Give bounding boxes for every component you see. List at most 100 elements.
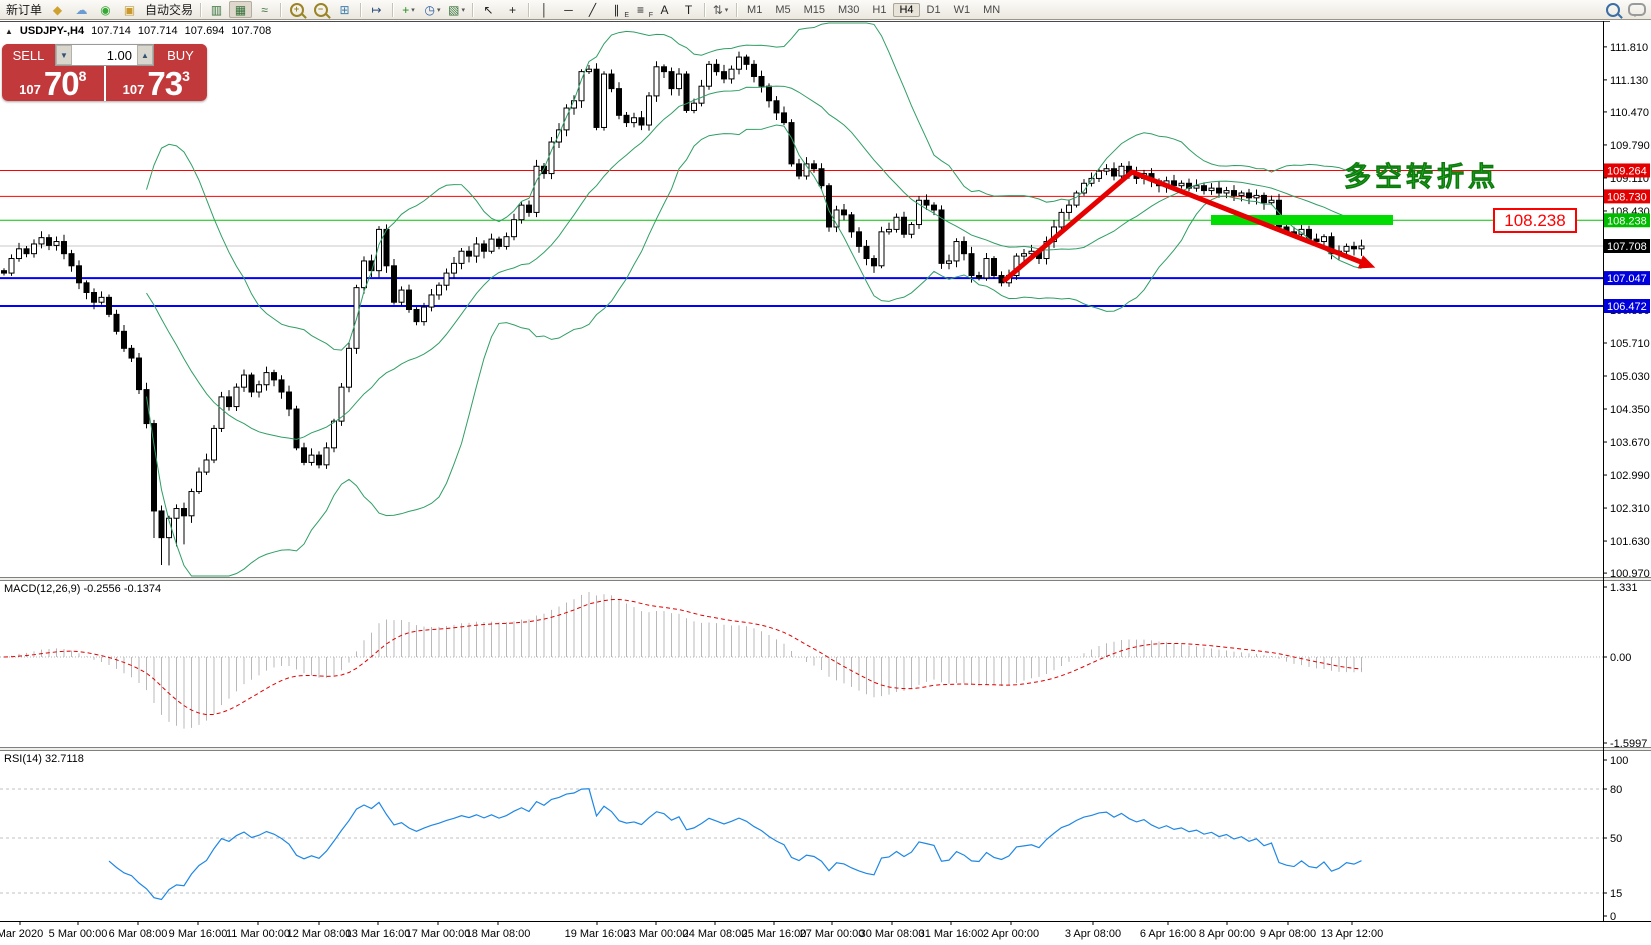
tile-windows-icon[interactable]: ⊞	[333, 1, 356, 18]
buy-price[interactable]: 107 73 3	[105, 66, 207, 101]
dropdown-caret-icon: ▾	[724, 6, 729, 14]
sell-button[interactable]: SELL	[2, 44, 55, 66]
text-label-icon[interactable]: T	[677, 1, 700, 18]
timeframe-h4[interactable]: H4	[893, 2, 920, 17]
toolbar-separator	[704, 2, 706, 17]
price-axis-badge-label: 108.730	[1607, 191, 1647, 203]
text-icon[interactable]: A	[653, 1, 676, 18]
date-axis-label: 13 Mar 16:00	[346, 928, 411, 940]
timeframe-m30[interactable]: M30	[838, 3, 860, 16]
templates-icon[interactable]: ▧ ▾	[445, 1, 468, 18]
price-axis-label: 105.710	[1610, 338, 1650, 350]
toolbar-separator	[280, 2, 282, 17]
macd-axis-label: 1.331	[1610, 582, 1638, 594]
annotation-text: 多空转折点	[1344, 161, 1499, 192]
date-axis-label: 31 Mar 16:00	[919, 928, 984, 940]
zoom-out-icon[interactable]: −	[309, 1, 332, 18]
vertical-line-icon: │	[540, 2, 549, 17]
cursor-icon[interactable]: ↖	[477, 1, 500, 18]
new-order-button[interactable]: 新订单	[6, 3, 43, 17]
vertical-line-icon[interactable]: │	[533, 1, 556, 18]
trendline-icon[interactable]: ╱	[581, 1, 604, 18]
volume-increase-button[interactable]: ▲	[137, 45, 153, 65]
toolbar-separator	[528, 2, 530, 17]
price-axis-label: 111.810	[1610, 42, 1648, 54]
text-icon: A	[660, 2, 669, 17]
macd-indicator-label: MACD(12,26,9) -0.2556 -0.1374	[4, 583, 161, 595]
fibonacci-icon[interactable]: ≡ F	[629, 1, 653, 20]
channel-icon[interactable]: ∥ E	[605, 1, 630, 20]
shapes-icon[interactable]: ⇅ ▾	[709, 1, 732, 18]
tile-windows-icon: ⊞	[339, 2, 350, 17]
trendline-icon: ╱	[588, 2, 597, 17]
timeframe-m15[interactable]: M15	[803, 3, 825, 16]
date-axis-label: 23 Mar 00:00	[624, 928, 689, 940]
date-axis-label: 5 Mar 00:00	[49, 928, 108, 940]
community-chat-icon	[1627, 3, 1646, 17]
symbol-search-icon[interactable]	[1601, 1, 1624, 18]
price-axis-badge-label: 108.238	[1607, 215, 1647, 227]
toolbar-separator	[392, 2, 394, 17]
timeframe-m5[interactable]: M5	[775, 3, 791, 16]
date-axis-label: 6 Mar 08:00	[109, 928, 168, 940]
fibonacci-icon: ≡	[637, 2, 645, 17]
autotrading-icon[interactable]: ▣	[118, 1, 141, 18]
ohlc-low: 107.694	[184, 25, 225, 37]
profile-cloud-icon[interactable]: ☁	[70, 1, 93, 18]
charts-window-icon: ◆	[52, 2, 63, 17]
ohlc-close: 107.708	[231, 25, 272, 37]
sell-price[interactable]: 107 70 8	[2, 66, 104, 101]
signals-icon[interactable]: ◉	[94, 1, 117, 18]
timeframe-d1[interactable]: D1	[926, 3, 941, 16]
rsi-indicator-label: RSI(14) 32.7118	[4, 753, 84, 765]
date-axis-label: 30 Mar 08:00	[860, 928, 925, 940]
volume-input[interactable]	[72, 45, 137, 65]
price-axis-label: 109.790	[1610, 140, 1650, 152]
community-chat-icon[interactable]	[1625, 1, 1648, 18]
timeframe-h1[interactable]: H1	[872, 3, 887, 16]
date-axis-label: 11 Mar 00:00	[226, 928, 290, 940]
indicators-icon[interactable]: + ▾	[397, 1, 420, 18]
autotrading-label[interactable]: 自动交易	[145, 3, 194, 17]
date-axis-label: 13 Apr 12:00	[1321, 928, 1383, 940]
chart-canvas[interactable]: 多空转折点 MACD(12,26,9) -0.2556 -0.1374 RSI(14…	[0, 21, 1651, 945]
panel-separator	[0, 577, 1651, 580]
volume-decrease-button[interactable]: ▼	[56, 45, 72, 65]
crosshair-icon: +	[509, 2, 517, 17]
date-axis-label: Mar 2020	[0, 928, 43, 940]
timeframe-w1[interactable]: W1	[953, 3, 971, 16]
shapes-icon: ⇅	[712, 2, 723, 17]
sell-price-pips: 70	[43, 64, 80, 101]
buy-button[interactable]: BUY	[154, 44, 207, 66]
line-chart-icon: ≈	[261, 2, 268, 17]
timeframe-mn[interactable]: MN	[983, 3, 1001, 16]
collapse-panel-icon[interactable]: ▲	[5, 26, 13, 36]
crosshair-icon[interactable]: +	[501, 1, 524, 18]
periods-icon[interactable]: ◷ ▾	[421, 1, 444, 18]
price-axis-label: 104.350	[1610, 404, 1650, 416]
trend-arrow	[1002, 169, 1369, 283]
charts-window-icon[interactable]: ◆	[46, 1, 69, 18]
horizontal-line-icon[interactable]: ─	[557, 1, 580, 18]
bar-chart-icon[interactable]: ▥	[205, 1, 228, 18]
price-axis-badge	[1604, 213, 1650, 228]
auto-scroll-icon: ↦	[371, 2, 382, 17]
price-label-box[interactable]: 108.238	[1493, 208, 1577, 233]
date-axis-label: 6 Apr 16:00	[1140, 928, 1196, 940]
date-axis-label: 17 Mar 00:00	[406, 928, 471, 940]
bollinger-middle-band	[146, 85, 1362, 440]
rsi-axis-label: 80	[1610, 784, 1622, 796]
candlestick-chart-icon[interactable]: ▦	[229, 1, 253, 18]
timeframe-m1[interactable]: M1	[747, 3, 763, 16]
price-axis-label: 103.670	[1610, 437, 1650, 449]
price-axis-label: 101.630	[1610, 536, 1650, 548]
auto-scroll-icon[interactable]: ↦	[365, 1, 388, 18]
line-chart-icon[interactable]: ≈	[253, 1, 276, 18]
bollinger-lower-band	[146, 124, 1362, 577]
dropdown-caret-icon: ▾	[437, 6, 441, 14]
macd-axis-label: -1.5997	[1610, 738, 1647, 750]
bar-chart-icon: ▥	[210, 2, 223, 17]
price-axis-badge	[1604, 299, 1650, 313]
channel-icon: ∥	[613, 2, 620, 17]
zoom-in-icon[interactable]: +	[285, 1, 308, 18]
